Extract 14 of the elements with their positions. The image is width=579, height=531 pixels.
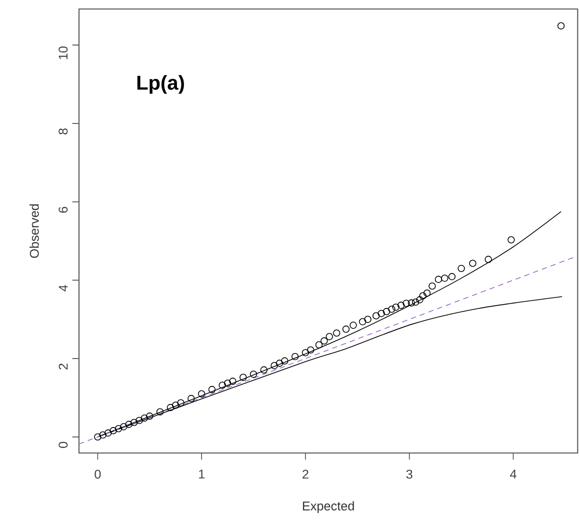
y-tick-label: 4 <box>58 285 68 292</box>
y-tick-label: 6 <box>58 206 68 213</box>
x-tick-label: 2 <box>302 470 308 479</box>
x-tick-label: 4 <box>510 470 516 478</box>
y-tick-label: 0 <box>58 442 68 448</box>
y-tick-label: 2 <box>58 364 68 370</box>
y-tick-label: 8 <box>58 128 68 134</box>
y-axis-title: Observed <box>30 204 39 258</box>
y-tick-label: 10 <box>58 46 68 60</box>
x-tick-label: 1 <box>199 470 204 478</box>
text: Lp(a) <box>137 75 184 94</box>
x-axis-title: Expected <box>302 501 354 513</box>
x-tick-label: 0 <box>94 470 101 479</box>
x-tick-label: 3 <box>406 470 412 479</box>
